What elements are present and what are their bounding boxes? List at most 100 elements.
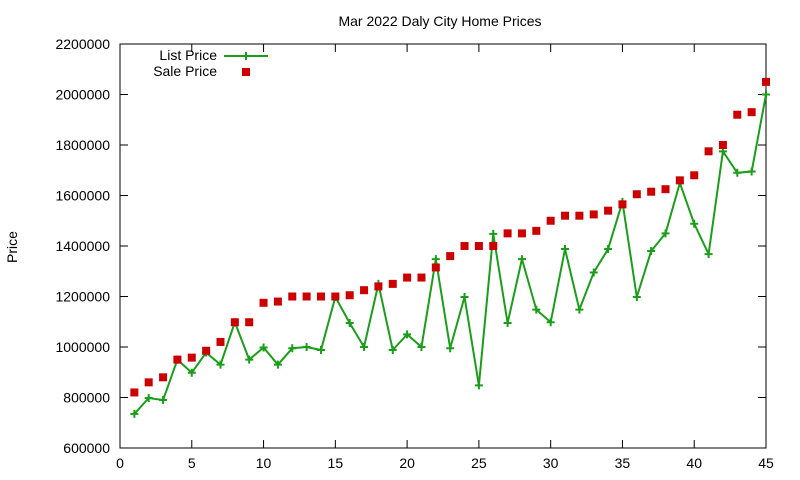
y-tick-label: 1000000 [55, 339, 110, 355]
sale-price-point [130, 388, 139, 397]
x-tick-label: 10 [256, 455, 272, 471]
sale-price-point [259, 298, 268, 307]
sale-price-point [431, 263, 440, 272]
y-tick-label: 2200000 [55, 36, 110, 52]
sale-price-point [618, 200, 627, 209]
list-price-point [417, 343, 426, 351]
sale-price-point [331, 292, 340, 301]
sale-price-point [747, 108, 756, 117]
sale-price-point [489, 242, 498, 250]
x-tick-label: 20 [399, 455, 415, 471]
plot-frame [119, 43, 767, 449]
x-tick-label: 25 [471, 455, 487, 471]
sale-price-point [718, 141, 727, 149]
x-tick-label: 0 [116, 455, 124, 471]
sale-price-point [173, 355, 182, 364]
sale-price-point [417, 273, 426, 282]
sale-price-point [647, 187, 656, 196]
sale-price-point [661, 185, 670, 194]
sale-price-point [302, 292, 311, 301]
x-tick-label: 45 [758, 455, 774, 471]
y-tick-label: 800000 [63, 390, 110, 406]
list-price-point [733, 168, 742, 177]
list-price-point [690, 219, 699, 228]
sale-price-point [561, 211, 570, 220]
x-axis: 0 5 10 15 20 25 30 35 40 45 [116, 44, 774, 471]
sale-price-point [360, 286, 369, 295]
y-tick-label: 1800000 [55, 137, 110, 153]
y-tick-label: 1200000 [55, 289, 110, 305]
sale-price-point [503, 229, 512, 238]
sale-price-point [245, 318, 254, 327]
list-price-point [503, 319, 512, 328]
legend-marker-sale-price [242, 68, 250, 76]
sale-price-point [517, 229, 526, 238]
list-price-point [431, 255, 440, 264]
list-price-point [144, 394, 153, 403]
list-price-point [575, 305, 584, 314]
sale-price-point [532, 226, 541, 235]
sale-price-point [460, 242, 469, 250]
legend-label-sale-price: Sale Price [153, 63, 217, 79]
legend-marker-list-price [242, 52, 250, 60]
list-price-point [460, 293, 469, 302]
list-price-point [589, 268, 598, 277]
sale-price-point [202, 346, 211, 355]
list-price-point [187, 368, 196, 377]
list-price-point [345, 319, 354, 328]
x-tick-label: 40 [686, 455, 702, 471]
list-price-point [474, 381, 483, 390]
sale-price-point [675, 176, 684, 185]
list-price-point [360, 343, 369, 351]
sale-price-point [388, 279, 397, 288]
sale-price-point [446, 252, 455, 261]
legend: List Price Sale Price [153, 47, 268, 79]
list-price-point [130, 409, 139, 418]
list-price-point [647, 247, 656, 256]
list-price-point [216, 360, 225, 369]
sale-price-point [144, 378, 153, 387]
x-tick-label: 35 [615, 455, 631, 471]
list-price-point [517, 255, 526, 264]
list-price-point [245, 355, 254, 364]
sale-price-point [704, 147, 713, 156]
y-tick-label: 1400000 [55, 238, 110, 254]
sale-price-point [546, 216, 555, 225]
list-price-point [159, 396, 168, 405]
sale-price-point [575, 211, 584, 220]
list-price-point [561, 245, 570, 254]
sale-price-point [604, 206, 613, 215]
sale-price-point [159, 373, 168, 382]
sale-price-point [288, 292, 297, 301]
sale-price-point [273, 297, 282, 306]
sale-price-point [733, 110, 742, 119]
list-price-point [288, 344, 297, 353]
x-tick-label: 5 [188, 455, 196, 471]
sale-price-point [762, 77, 770, 86]
y-tick-label: 1600000 [55, 188, 110, 204]
list-price-point [388, 346, 397, 355]
list-price-point [259, 343, 268, 352]
sale-price-point [230, 318, 239, 327]
list-price-point [489, 229, 498, 238]
list-price-point [762, 90, 770, 99]
legend-label-list-price: List Price [159, 47, 217, 63]
y-tick-label: 600000 [63, 440, 110, 456]
list-price-point [546, 318, 555, 327]
sale-price-point [374, 282, 383, 291]
sale-price-point [345, 291, 354, 300]
list-price-point [403, 330, 412, 339]
y-axis: 600000 800000 1000000 1200000 1400000 1600000… [55, 36, 766, 456]
list-price-point [604, 245, 613, 254]
list-price-point [316, 346, 325, 355]
x-tick-label: 15 [328, 455, 344, 471]
sale-price-point [316, 292, 325, 301]
list-price-point [661, 229, 670, 238]
sale-price-point [474, 242, 483, 250]
list-price-point [704, 250, 713, 259]
list-price-point [532, 305, 541, 314]
list-price-point [632, 293, 641, 302]
list-price-point [302, 343, 311, 351]
